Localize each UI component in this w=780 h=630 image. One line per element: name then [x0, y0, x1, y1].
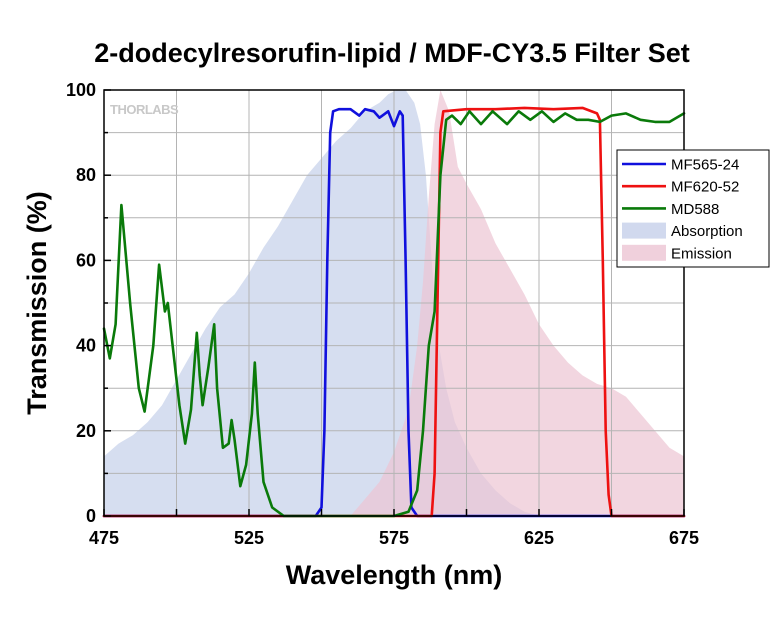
legend: MF565-24 MF620-52 MD588 Absorption Emission	[616, 149, 770, 268]
legend-label-md588: MD588	[671, 201, 719, 218]
y-tick-label: 20	[76, 421, 96, 441]
line-layer	[102, 106, 686, 518]
x-axis-label: Wavelength (nm)	[286, 560, 503, 590]
watermark-logo: THORLABS	[110, 102, 179, 117]
x-tick-label: 525	[234, 528, 264, 548]
y-tick-label: 100	[66, 80, 96, 100]
y-tick-label: 80	[76, 165, 96, 185]
legend-swatch-emission	[622, 244, 666, 261]
series-mf565-24-line	[102, 107, 686, 518]
legend-label-emission: Emission	[671, 245, 732, 262]
legend-swatch-absorption	[622, 222, 666, 239]
y-tick-label: 60	[76, 250, 96, 270]
x-tick-label: 575	[379, 528, 409, 548]
y-axis-label: Transmission (%)	[22, 191, 52, 415]
axis-ticks: 475 525 575 625 675 0 20 40 60 80 100	[66, 80, 699, 548]
grid	[104, 90, 684, 516]
y-tick-label: 40	[76, 336, 96, 356]
x-tick-label: 475	[89, 528, 119, 548]
legend-label-mf620-52: MF620-52	[671, 179, 739, 196]
chart-title: 2-dodecylresorufin-lipid / MDF-CY3.5 Fil…	[94, 38, 690, 68]
legend-label-absorption: Absorption	[671, 223, 743, 240]
x-tick-label: 675	[669, 528, 699, 548]
series-md588-line	[102, 110, 686, 518]
legend-label-mf565-24: MF565-24	[671, 157, 739, 174]
x-tick-label: 625	[524, 528, 554, 548]
series-mf620-52-line	[102, 106, 686, 518]
y-tick-label: 0	[86, 506, 96, 526]
